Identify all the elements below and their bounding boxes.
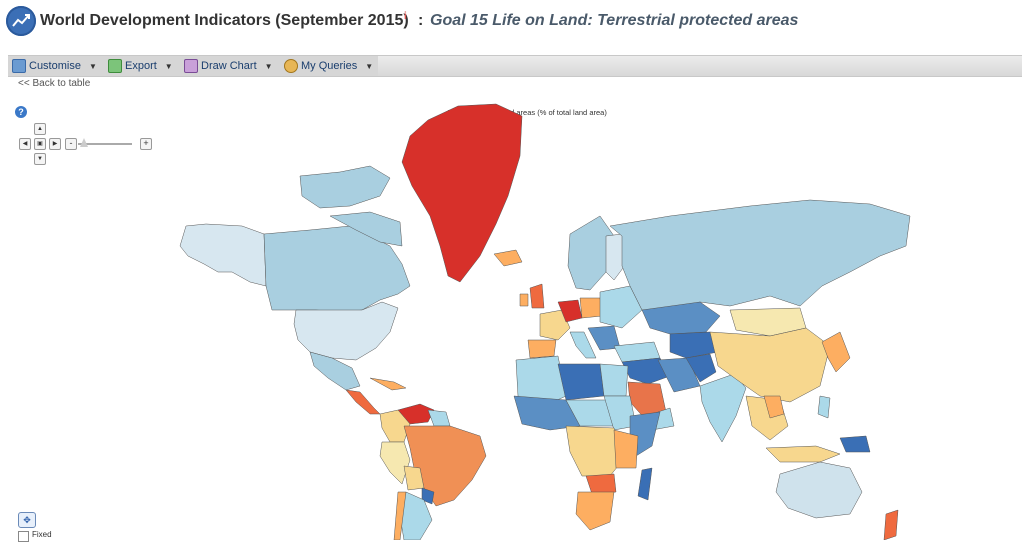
region-peru <box>379 441 411 485</box>
region-uk <box>529 283 545 309</box>
customise-label: Customise <box>29 60 81 72</box>
info-icon[interactable]: i <box>404 11 407 22</box>
region-norway-sweden <box>567 215 615 291</box>
export-label: Export <box>125 60 157 72</box>
region-australia <box>775 461 863 519</box>
customise-icon <box>12 59 26 73</box>
region-korea-japan <box>821 331 851 373</box>
region-canada-islands-2 <box>329 211 403 247</box>
fixed-label: Fixed <box>32 530 52 539</box>
pan-reset-button[interactable]: ▣ <box>34 138 46 150</box>
region-spain <box>527 339 557 359</box>
region-bolivia <box>403 465 425 491</box>
move-icon[interactable]: ✥ <box>18 512 36 528</box>
world-map[interactable] <box>10 96 1014 540</box>
region-central-america <box>345 389 381 415</box>
region-france <box>539 309 571 341</box>
export-button[interactable]: Export ▼ <box>108 58 173 74</box>
draw-chart-label: Draw Chart <box>201 60 257 72</box>
my-queries-label: My Queries <box>301 60 358 72</box>
pan-up-button[interactable]: ▲ <box>34 123 46 135</box>
region-png <box>839 435 871 453</box>
region-afghanistan <box>685 353 717 383</box>
region-brazil <box>403 425 487 507</box>
pan-left-button[interactable]: ◀ <box>19 138 31 150</box>
my-queries-button[interactable]: My Queries ▼ <box>284 58 373 74</box>
region-finland <box>605 233 627 281</box>
region-west-africa <box>513 395 581 431</box>
user-icon <box>284 59 298 73</box>
back-to-table-link[interactable]: << Back to table <box>18 78 91 89</box>
region-indonesia <box>765 445 841 463</box>
region-china <box>709 327 831 403</box>
region-italy <box>569 331 597 359</box>
title-separator: : <box>418 12 424 29</box>
wdi-logo[interactable] <box>6 6 36 36</box>
fixed-checkbox[interactable] <box>18 531 29 542</box>
region-new-zealand <box>883 509 899 540</box>
region-poland <box>579 297 603 319</box>
region-alaska <box>179 223 267 287</box>
zoom-slider-track[interactable] <box>78 143 132 145</box>
region-egypt <box>599 363 629 397</box>
region-eastern-europe <box>599 285 643 329</box>
help-icon[interactable]: ? <box>15 106 27 118</box>
map-title: Terrestrial protected areas (% of total … <box>448 108 607 117</box>
region-chile <box>393 491 407 540</box>
chevron-down-icon: ▼ <box>365 61 374 71</box>
chevron-down-icon: ▼ <box>164 61 173 71</box>
region-guianas <box>427 409 451 427</box>
pan-down-button[interactable]: ▼ <box>34 153 46 165</box>
region-iceland <box>493 249 523 267</box>
region-east-africa <box>613 429 639 469</box>
chart-icon <box>184 59 198 73</box>
region-southern-africa <box>575 491 615 531</box>
region-india <box>699 373 747 443</box>
region-central-asia <box>669 331 719 359</box>
export-icon <box>108 59 122 73</box>
region-russia <box>609 199 911 311</box>
page-header: World Development Indicators (September … <box>0 0 1024 50</box>
draw-chart-button[interactable]: Draw Chart ▼ <box>184 58 273 74</box>
toolbar: Customise ▼ Export ▼ Draw Chart ▼ My Que… <box>8 55 1022 77</box>
region-philippines <box>817 395 831 419</box>
region-canada-islands <box>299 165 391 209</box>
region-indochina <box>763 395 785 419</box>
zoom-in-button[interactable]: + <box>140 138 152 150</box>
region-middle-east <box>621 357 671 385</box>
region-ireland <box>519 293 529 307</box>
chevron-down-icon: ▼ <box>264 61 273 71</box>
region-mexico <box>309 351 361 391</box>
region-caribbean <box>369 377 407 391</box>
region-madagascar <box>637 467 653 501</box>
region-zambia <box>585 473 617 495</box>
chevron-down-icon: ▼ <box>88 61 97 71</box>
pan-right-button[interactable]: ▶ <box>49 138 61 150</box>
page-subtitle: Goal 15 Life on Land: Terrestrial protec… <box>430 12 799 29</box>
region-united-states <box>293 301 399 361</box>
zoom-out-button[interactable]: - <box>65 138 77 150</box>
region-greenland <box>401 103 523 283</box>
region-libya <box>557 363 605 401</box>
region-paraguay <box>421 487 435 505</box>
zoom-slider-thumb[interactable] <box>80 138 88 147</box>
customise-button[interactable]: Customise ▼ <box>12 58 97 74</box>
app-title: World Development Indicators (September … <box>40 12 409 29</box>
